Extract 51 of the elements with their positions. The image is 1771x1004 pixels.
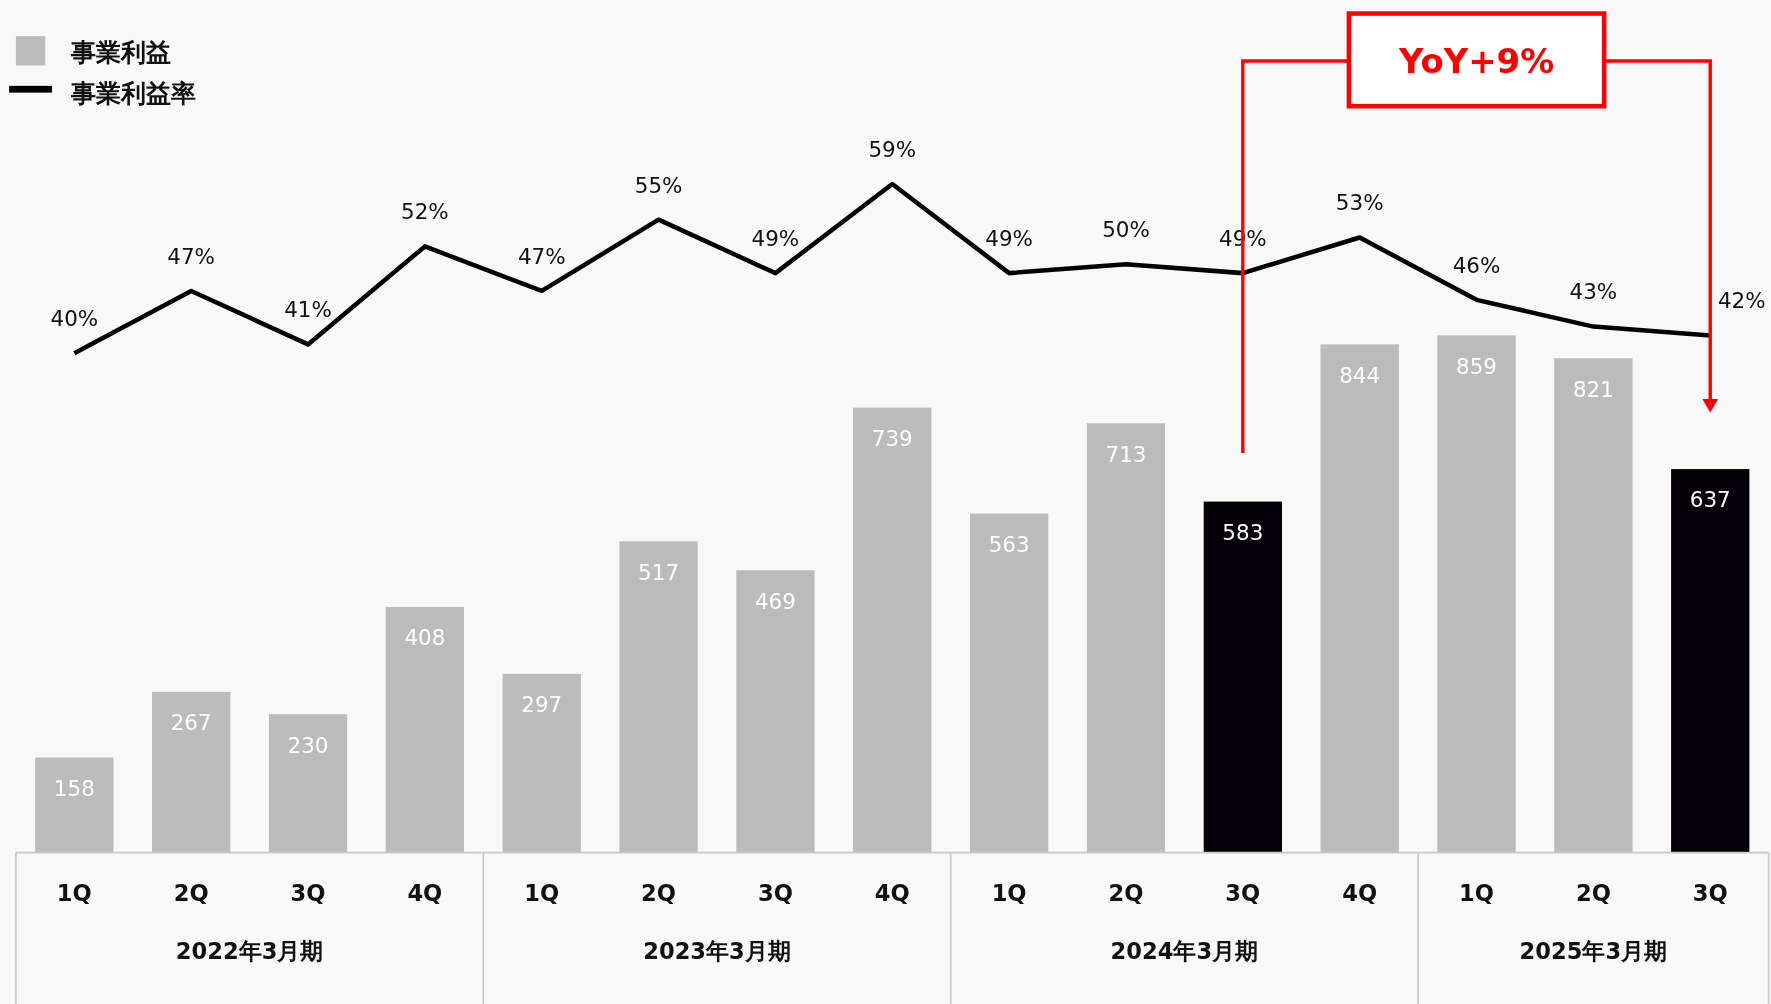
x-tick-label: 2Q (1108, 880, 1144, 907)
data-label: 59% (868, 136, 917, 162)
x-tick-label: 2Q (641, 880, 677, 907)
x-tick-label: 1Q (56, 880, 92, 907)
data-label: 297 (521, 692, 563, 718)
text: 2023年3月期 (643, 937, 791, 964)
data-label: 469 (754, 588, 796, 614)
data-label: 821 (1572, 376, 1614, 402)
text: 2025年3月期 (1519, 937, 1668, 964)
legend-label: 事業利益率 (70, 78, 197, 108)
x-tick-label: 2Q (173, 880, 209, 907)
data-label: 713 (1105, 441, 1147, 467)
x-tick-label: 4Q (1342, 880, 1378, 907)
data-label: 583 (1222, 519, 1264, 545)
data-label: 637 (1689, 487, 1731, 513)
data-label: 859 (1456, 353, 1497, 379)
data-label: 49% (751, 226, 800, 252)
data-label: 40% (50, 306, 99, 332)
data-label: 46% (1452, 252, 1501, 278)
legend-label: 事業利益 (70, 37, 172, 67)
text: 2022年3月期 (175, 937, 324, 964)
data-label: 267 (170, 710, 212, 736)
data-label: 230 (287, 732, 329, 758)
data-label: 47% (517, 243, 566, 269)
x-tick-label: 1Q (524, 880, 560, 907)
data-label: 844 (1339, 362, 1381, 388)
data-label: 41% (284, 297, 332, 323)
text: YoY+9% (1397, 42, 1555, 82)
data-label: 42% (1717, 288, 1766, 314)
x-tick-label: 3Q (290, 880, 326, 907)
data-label: 739 (871, 426, 913, 452)
data-label: 55% (634, 172, 683, 198)
data-label: 408 (404, 625, 446, 651)
x-tick-label: 3Q (1692, 880, 1728, 907)
data-label: 52% (401, 199, 449, 225)
x-tick-label: 4Q (874, 880, 910, 907)
data-label: 158 (53, 775, 95, 801)
x-tick-label: 4Q (407, 880, 443, 907)
data-label: 47% (167, 243, 215, 269)
data-label: 563 (988, 532, 1030, 558)
x-tick-label: 3Q (1225, 880, 1261, 907)
x-tick-label: 2Q (1575, 880, 1611, 907)
x-tick-label: 1Q (991, 880, 1027, 907)
text: 2024年3月期 (1110, 937, 1259, 964)
data-label: 517 (638, 559, 680, 585)
data-label: 49% (985, 226, 1033, 252)
data-label: 53% (1335, 190, 1384, 216)
data-label: 50% (1102, 217, 1150, 243)
data-label: 43% (1569, 279, 1618, 305)
x-tick-label: 1Q (1459, 880, 1494, 907)
x-tick-label: 3Q (757, 880, 793, 907)
